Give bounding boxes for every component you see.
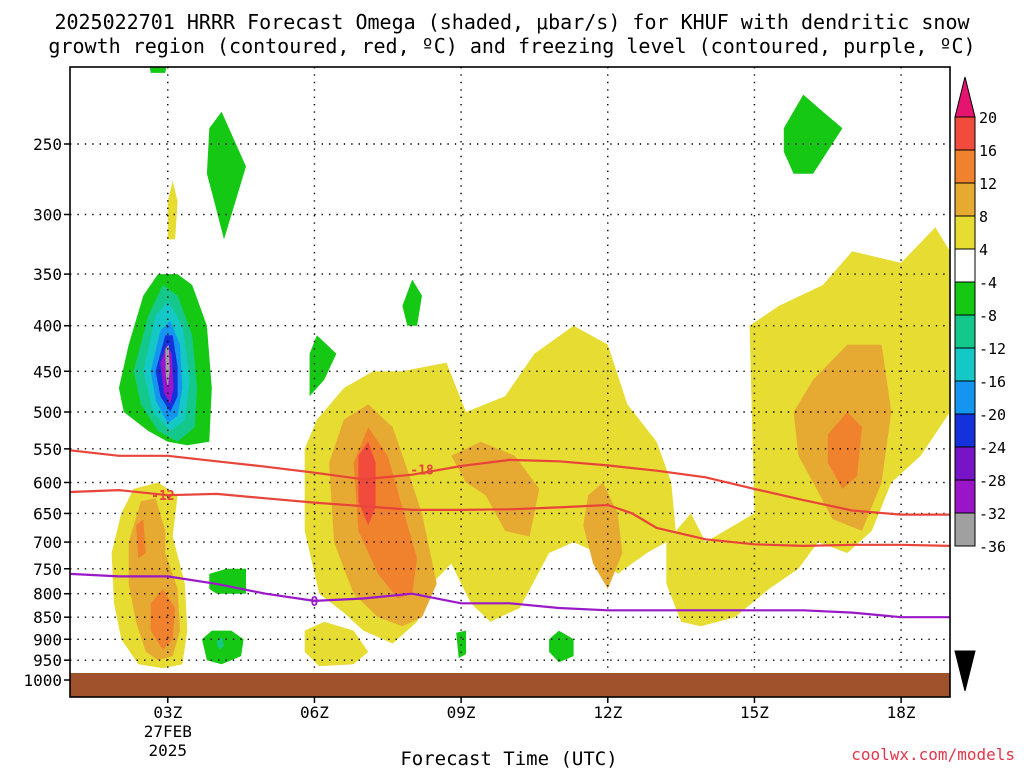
y-tick-label-450: 450 — [33, 362, 62, 381]
colorbar-swatch-2 — [954, 149, 976, 184]
colorbar-tick-label: -36 — [979, 538, 1006, 556]
colorbar-bottom-arrow — [954, 650, 976, 692]
colorbar-tick-label: -16 — [979, 373, 1006, 391]
contour-line-2 — [70, 572, 950, 619]
x-tick-label-18Z: 18Z — [887, 703, 916, 722]
y-tick-label-350: 350 — [33, 265, 62, 284]
colorbar-swatch-8 — [954, 347, 976, 382]
omega-region-22 — [149, 67, 167, 73]
ground-surface-bar — [70, 673, 950, 697]
omega-region-13 — [827, 412, 862, 489]
y-tick-label-850: 850 — [33, 608, 62, 627]
colorbar-swatch-10 — [954, 413, 976, 448]
y-tick-label-600: 600 — [33, 473, 62, 492]
omega-region-3 — [136, 519, 146, 559]
x-tick-label-15Z: 15Z — [740, 703, 769, 722]
y-tick-label-1000: 1000 — [23, 671, 62, 690]
colorbar-swatch-12 — [954, 479, 976, 514]
colorbar-tick-label: 8 — [979, 208, 988, 226]
omega-region-4 — [167, 180, 178, 240]
x-axis-label: Forecast Time (UTC) — [400, 748, 617, 768]
colorbar-swatch-9 — [954, 380, 976, 415]
colorbar-swatch-5 — [954, 248, 976, 283]
y-tick-label-550: 550 — [33, 440, 62, 459]
omega-region-23 — [206, 111, 246, 240]
chart-title-line2: growth region (contoured, red, ºC) and f… — [48, 34, 975, 58]
y-tick-label-650: 650 — [33, 504, 62, 523]
omega-region-26 — [209, 568, 246, 594]
omega-region-2 — [150, 588, 176, 650]
colorbar-swatch-11 — [954, 446, 976, 481]
chart-title-line1: 2025022701 HRRR Forecast Omega (shaded, … — [54, 10, 970, 34]
colorbar-swatch-4 — [954, 215, 976, 250]
colorbar-swatch-6 — [954, 281, 976, 316]
contour-label-0: -18 — [410, 463, 434, 478]
omega-region-27 — [202, 630, 244, 665]
colorbar-top-arrow — [954, 76, 976, 118]
omega-region-14 — [358, 441, 376, 526]
omega-region-21 — [165, 344, 170, 389]
omega-region-31 — [783, 94, 843, 174]
colorbar-swatch-7 — [954, 314, 976, 349]
y-tick-label-400: 400 — [33, 317, 62, 336]
y-tick-label-300: 300 — [33, 205, 62, 224]
plot-area: -18 -12 0 — [69, 66, 951, 698]
omega-region-24 — [402, 279, 422, 326]
omega-region-25 — [309, 335, 337, 397]
y-tick-label-900: 900 — [33, 630, 62, 649]
credit-link[interactable]: coolwx.com/models — [851, 745, 1015, 764]
colorbar-tick-label: 16 — [979, 142, 997, 160]
contour-label-2: 0 — [311, 595, 319, 610]
colorbar-tick-label: 4 — [979, 241, 988, 259]
plot-frame — [69, 66, 951, 698]
y-tick-label-800: 800 — [33, 585, 62, 604]
x-date-label: 27FEB — [144, 722, 192, 741]
omega-region-6 — [304, 621, 369, 667]
omega-region-28 — [216, 637, 224, 650]
temperature-contours: -18 -12 0 — [70, 449, 950, 619]
colorbar-tick-label: -28 — [979, 472, 1006, 490]
omega-region-10 — [583, 482, 623, 589]
colorbar-swatch-3 — [954, 182, 976, 217]
x-tick-label-06Z: 06Z — [300, 703, 329, 722]
colorbar-tick-label: -4 — [979, 274, 997, 292]
omega-shading — [111, 67, 950, 669]
colorbar-tick-label: -12 — [979, 340, 1006, 358]
x-tick-label-09Z: 09Z — [447, 703, 476, 722]
x-tick-label-03Z: 03Z — [153, 703, 182, 722]
y-tick-label-700: 700 — [33, 533, 62, 552]
grid-dots — [70, 67, 950, 697]
contour-label-1: -12 — [151, 489, 174, 504]
colorbar-tick-label: 12 — [979, 175, 997, 193]
omega-region-30 — [549, 630, 574, 663]
colorbar-tick-label: -24 — [979, 439, 1006, 457]
colorbar-tick-label: -8 — [979, 307, 997, 325]
y-axis: 250 300 350 400 450 500 550 600 650 700 750 800 850 9… — [23, 135, 70, 690]
y-tick-label-950: 950 — [33, 651, 62, 670]
x-year-label: 2025 — [149, 741, 188, 760]
y-tick-label-250: 250 — [33, 135, 62, 154]
colorbar-tick-label: -32 — [979, 505, 1006, 523]
colorbar-swatch-13 — [954, 512, 976, 547]
y-tick-label-750: 750 — [33, 560, 62, 579]
colorbar-tick-label: -20 — [979, 406, 1006, 424]
contour-line-1 — [70, 488, 950, 548]
x-tick-label-12Z: 12Z — [593, 703, 622, 722]
colorbar-swatch-1 — [954, 116, 976, 151]
colorbar-tick-label: 20 — [979, 109, 997, 127]
contour-line-0 — [70, 449, 950, 516]
colorbar: 20 16 12 8 4 -4 -8 -12 -16 -20 -24 -28 -32 -36 — [954, 76, 1006, 692]
y-tick-label-500: 500 — [33, 403, 62, 422]
